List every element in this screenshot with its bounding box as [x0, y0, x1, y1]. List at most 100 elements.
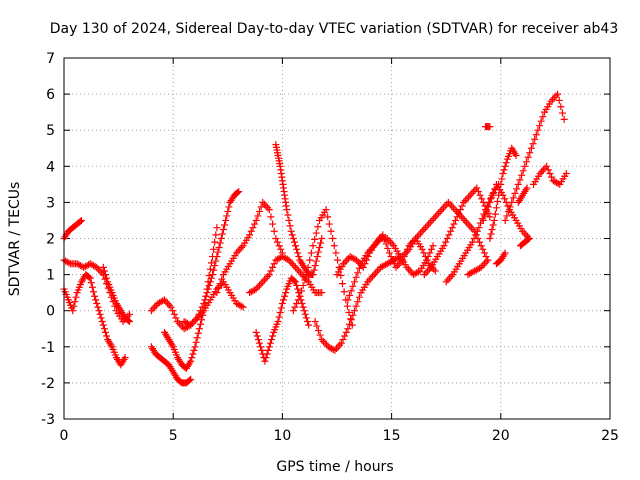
data-point	[499, 170, 507, 178]
data-point-interp	[279, 296, 287, 304]
data-point-interp	[349, 254, 357, 262]
data-point-interp	[394, 262, 402, 270]
data-point-interp	[83, 262, 91, 270]
data-point-interp	[266, 339, 274, 347]
data-point	[438, 206, 446, 214]
data-point-interp	[71, 298, 79, 306]
data-point-interp	[275, 313, 283, 321]
data-point	[473, 184, 481, 192]
data-point-interp	[262, 274, 270, 282]
data-point	[359, 263, 367, 271]
data-point-interp	[188, 354, 196, 362]
data-point	[257, 343, 265, 351]
data-point-interp	[458, 202, 466, 210]
data-point-interp	[341, 332, 349, 340]
data-point	[477, 242, 485, 250]
data-point-interp	[237, 302, 245, 310]
data-point	[99, 321, 107, 329]
data-point-interp	[288, 231, 296, 239]
data-point-interp	[501, 195, 509, 203]
data-point-interp	[529, 140, 537, 148]
data-point-interp	[159, 297, 167, 305]
data-point-interp	[347, 316, 355, 324]
data-point	[296, 292, 304, 300]
data-point-interp	[255, 281, 263, 289]
data-point	[466, 191, 474, 199]
data-point-interp	[302, 314, 310, 322]
series-sat-v	[486, 144, 520, 242]
data-point-interp	[500, 166, 508, 174]
data-point-interp	[203, 285, 211, 293]
data-point-interp	[338, 280, 346, 288]
data-point	[318, 235, 326, 242]
data-point-interp	[506, 203, 514, 211]
data-point-interp	[531, 135, 539, 143]
data-point-interp	[461, 197, 469, 205]
series-sat-p	[344, 235, 437, 304]
data-point	[514, 180, 522, 188]
data-point-interp	[310, 266, 318, 274]
data-point-interp	[368, 272, 376, 280]
data-point-interp	[296, 269, 304, 277]
data-point-interp	[269, 332, 277, 340]
data-point	[464, 220, 472, 228]
data-point-interp	[212, 257, 220, 265]
data-point	[562, 170, 570, 178]
data-point-interp	[236, 301, 244, 309]
data-point	[534, 126, 542, 134]
data-point	[318, 289, 326, 297]
data-point-interp	[293, 265, 301, 273]
data-marks	[60, 90, 570, 387]
data-point	[217, 235, 225, 242]
data-point-interp	[465, 193, 473, 201]
data-point	[187, 375, 195, 383]
data-point-interp	[214, 248, 222, 256]
data-point-interp	[293, 281, 301, 289]
series-sat-t	[464, 256, 492, 279]
data-point	[283, 206, 291, 214]
data-point-interp	[387, 253, 395, 261]
data-point-interp	[88, 283, 96, 291]
data-point-interp	[544, 166, 552, 174]
data-point-interp	[234, 188, 242, 196]
data-point-interp	[403, 247, 411, 255]
data-point-interp	[482, 258, 490, 266]
data-point-interp	[85, 273, 93, 281]
data-point	[195, 325, 203, 333]
data-point-interp	[316, 244, 324, 252]
data-point-interp	[257, 280, 265, 288]
data-point-interp	[532, 131, 540, 139]
data-point-interp	[488, 225, 496, 233]
data-point-interp	[254, 212, 262, 220]
data-point-interp	[435, 209, 443, 217]
data-point-interp	[172, 314, 180, 322]
data-point-interp	[255, 207, 263, 215]
data-point-interp	[546, 170, 554, 178]
data-point	[121, 354, 129, 362]
data-point-interp	[218, 230, 226, 238]
data-point-interp	[304, 318, 312, 326]
data-point-interp	[536, 122, 544, 130]
data-point	[99, 263, 107, 271]
data-point	[261, 357, 269, 365]
data-point-interp	[470, 235, 478, 242]
data-point-interp	[294, 296, 302, 304]
data-point-interp	[426, 218, 434, 226]
data-point-interp	[294, 249, 302, 257]
data-point-interp	[295, 253, 303, 261]
data-point	[305, 321, 313, 329]
data-point	[486, 123, 494, 131]
data-point	[292, 242, 300, 250]
data-point-interp	[221, 221, 229, 229]
data-point	[95, 307, 103, 315]
data-point-interp	[301, 310, 309, 318]
data-point-interp	[236, 245, 244, 253]
data-point-interp	[307, 249, 315, 257]
data-point-interp	[549, 96, 557, 104]
data-point-interp	[466, 222, 474, 230]
data-point-interp	[349, 311, 357, 319]
data-point-interp	[89, 262, 97, 270]
data-point-interp	[299, 303, 307, 311]
data-point-interp	[193, 334, 201, 342]
data-point-interp	[198, 316, 206, 324]
